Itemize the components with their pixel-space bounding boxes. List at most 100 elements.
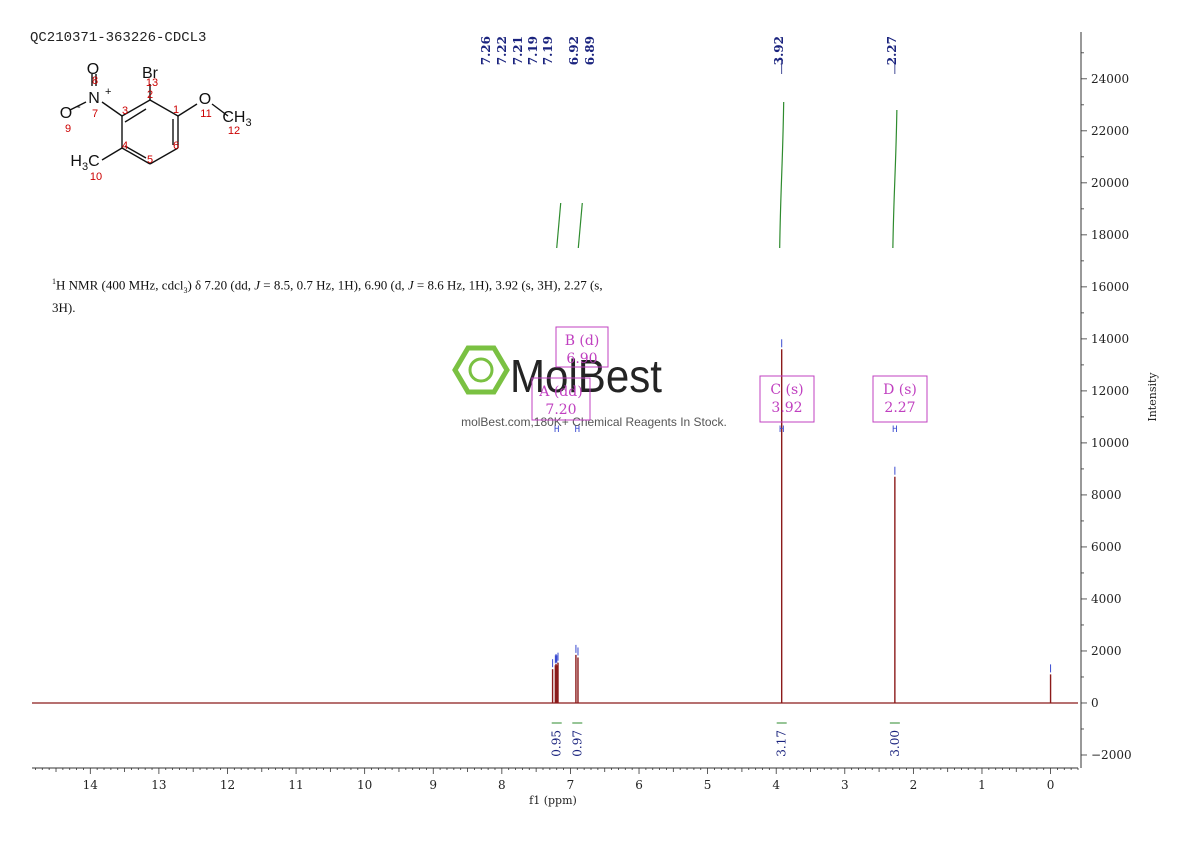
multiplet-shift: 7.20	[545, 402, 576, 418]
multiplet-marker: H	[892, 425, 897, 435]
peak-label: 7.19	[526, 36, 540, 65]
multiplet-marker: H	[575, 425, 580, 435]
nmr-description: 1H NMR (400 MHz, cdcl3) δ 7.20 (dd, J = …	[52, 273, 612, 316]
sample-id: QC210371-363226-CDCL3	[30, 30, 207, 46]
y-axis-label: Intensity	[1146, 372, 1159, 422]
x-tick-label: 12	[220, 778, 235, 792]
multiplet-box	[872, 375, 928, 423]
ring-atom-number: 5	[147, 154, 153, 166]
atom-charge: +	[105, 86, 111, 98]
atom-charge: -	[77, 101, 81, 113]
molbest-watermark: MolBest molBest.com,180K+ Chemical Reage…	[452, 345, 727, 429]
molbest-logo-icon	[452, 345, 510, 395]
integrals: 0.95 0.97 3.17 3.00	[550, 101, 902, 757]
axes: 14 13 12 11 10 9 8 7 6 5 4 3 2 1 0−2000020004000600080…	[32, 32, 1132, 792]
ring-atom-number: 3	[122, 105, 128, 117]
atom-number: 8	[92, 75, 98, 87]
integral-value: 0.95	[550, 730, 564, 757]
y-tick-label: 8000	[1091, 488, 1122, 502]
ring-atom-number: 2	[147, 89, 153, 101]
nmr-body-3: = 8.6 Hz, 1H), 3.92 (s, 3H), 2.27 (s, 3H…	[52, 277, 603, 315]
atom-number: 13	[146, 77, 158, 89]
molbest-logo-ring-icon	[468, 357, 494, 383]
x-tick-label: 5	[704, 778, 712, 792]
y-tick-label: 10000	[1091, 436, 1129, 450]
atom-label: CH3	[222, 109, 251, 129]
y-tick-label: 2000	[1091, 644, 1122, 658]
peak-label: 2.27	[885, 36, 899, 65]
peak-label: 7.22	[495, 36, 509, 65]
multiplet-name: D (s)	[883, 382, 917, 398]
atom-label: O	[87, 61, 99, 78]
watermark-brand: MolBest	[510, 350, 662, 402]
atom-label: H3C	[70, 153, 99, 173]
x-tick-label: 10	[357, 778, 372, 792]
ring-atom-number: 1	[173, 104, 179, 116]
y-tick-label: 14000	[1091, 332, 1129, 346]
x-axis-label: f1 (ppm)	[529, 794, 577, 807]
nmr-solvent-subscript: 3	[183, 285, 188, 295]
ring-atom-number: 6	[173, 140, 179, 152]
x-tick-label: 7	[567, 778, 575, 792]
integral-curve	[556, 202, 562, 249]
x-tick-label: 11	[288, 778, 303, 792]
x-tick-label: 3	[841, 778, 849, 792]
multiplet-name: B (d)	[565, 333, 600, 349]
y-tick-label: 12000	[1091, 384, 1129, 398]
x-tick-label: 9	[429, 778, 437, 792]
ring-atom-number: 4	[122, 140, 128, 152]
integral-value: 3.00	[888, 730, 902, 757]
integral-curve	[779, 101, 785, 249]
nmr-body-1: ) δ 7.20 (dd,	[187, 277, 255, 293]
atom-label: N	[88, 90, 100, 107]
x-tick-label: 8	[498, 778, 506, 792]
x-tick-label: 2	[910, 778, 918, 792]
y-tick-label: 18000	[1091, 228, 1129, 242]
nmr-prefix: H NMR (400 MHz, cdcl	[56, 277, 184, 293]
integral-value: 0.97	[570, 730, 584, 757]
integral-curve	[577, 202, 583, 249]
x-tick-label: 13	[151, 778, 166, 792]
multiplet-name: C (s)	[770, 382, 803, 398]
y-tick-label: 20000	[1091, 176, 1129, 190]
peak-label: 6.89	[583, 36, 597, 65]
multiplet-box	[759, 375, 815, 423]
peak-label: 6.92	[567, 36, 581, 65]
multiplet-marker: H	[554, 425, 559, 435]
nmr-j1: J	[254, 277, 261, 293]
multiplet-marker: H	[779, 425, 784, 435]
atom-number: 12	[228, 125, 240, 137]
x-tick-label: 4	[772, 778, 780, 792]
x-tick-label: 14	[83, 778, 99, 792]
peak-label: 7.21	[511, 36, 525, 65]
multiplet-shift: 2.27	[884, 400, 915, 416]
multiplet-box	[555, 326, 609, 368]
nmr-nucleus-superscript: 1	[52, 277, 56, 286]
nmr-j2: J	[407, 277, 414, 293]
atom-number: 10	[90, 171, 102, 183]
multiplet-shift: 3.92	[771, 400, 802, 416]
atom-label: O	[60, 105, 72, 122]
watermark-tagline: molBest.com,180K+ Chemical Reagents In S…	[461, 415, 727, 429]
peak-label: 7.19	[541, 36, 555, 65]
atom-number: 7	[92, 108, 98, 120]
integral-curve	[892, 109, 898, 249]
multiplet-name: A (dd)	[538, 384, 582, 400]
peak-label: 7.26	[479, 36, 493, 65]
spectrum	[32, 339, 1078, 704]
peak-labels: 7.26 7.22 7.21 7.19 7.19 6.92 6.89 3.92 2.27	[479, 36, 899, 74]
x-tick-label: 1	[978, 778, 986, 792]
y-tick-label: 6000	[1091, 540, 1122, 554]
x-tick-label: 6	[635, 778, 643, 792]
peak-label: 3.92	[772, 36, 786, 65]
y-tick-label: −2000	[1091, 748, 1132, 762]
y-tick-label: 24000	[1091, 72, 1129, 86]
molecule-structure	[69, 74, 229, 165]
atom-label: O	[199, 91, 211, 108]
integral-value: 3.17	[775, 730, 789, 757]
multiplet-box	[531, 377, 591, 421]
atom-number: 11	[200, 108, 211, 120]
x-tick-label: 0	[1047, 778, 1055, 792]
y-tick-label: 16000	[1091, 280, 1129, 294]
